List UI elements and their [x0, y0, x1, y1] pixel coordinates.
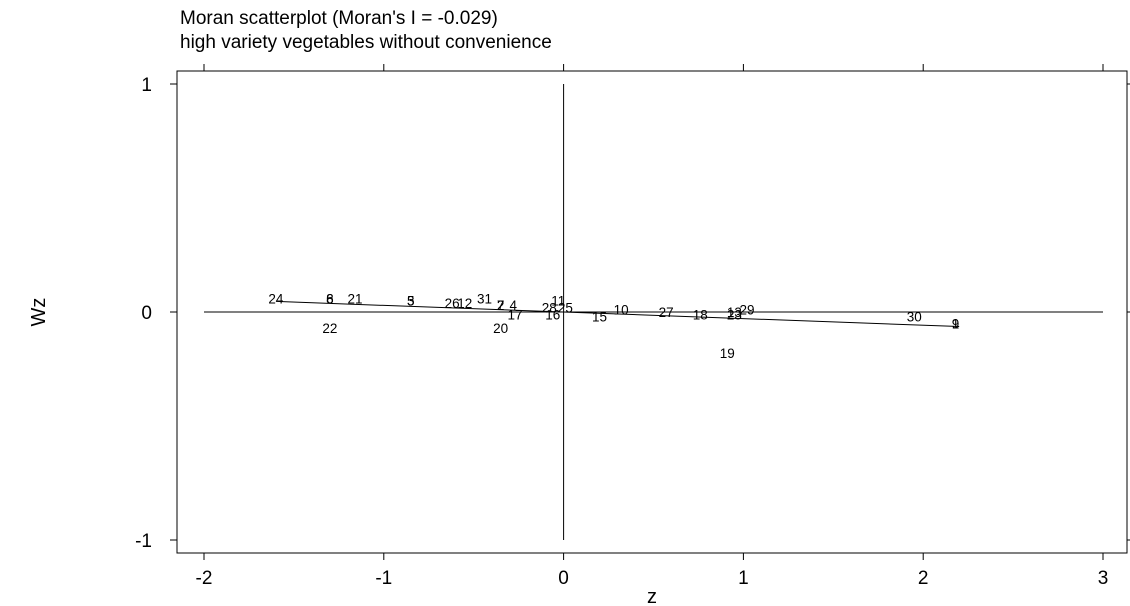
point-label: 9: [952, 316, 960, 331]
x-tick-label: 3: [1098, 568, 1109, 589]
point-label: 5: [407, 294, 415, 309]
point-label: 7: [497, 298, 505, 313]
x-tick-label: -2: [196, 568, 213, 589]
point-label: 6: [326, 291, 334, 306]
axis-ticks: -2 -1 0 1 2 3-101: [135, 64, 1130, 589]
point-label: 1: [952, 316, 960, 331]
point-label: 30: [907, 310, 922, 325]
x-tick-label: 1: [738, 568, 749, 589]
point-label: 26: [445, 296, 460, 311]
x-axis-label: z: [647, 586, 657, 606]
x-tick-label: 2: [918, 568, 929, 589]
point-label: 20: [493, 321, 508, 336]
point-label: 17: [508, 307, 523, 322]
point-label: 25: [558, 300, 573, 315]
point-label: 4: [509, 298, 517, 313]
point-label: 23: [727, 307, 742, 322]
point-label: 16: [545, 307, 560, 322]
chart-subtitle: high variety vegetables without convenie…: [180, 32, 552, 53]
point-label: 13: [727, 305, 742, 320]
point-label: 3: [407, 294, 415, 309]
regression-line: [275, 300, 960, 328]
chart-title: Moran scatterplot (Moran's I = -0.029): [180, 8, 498, 29]
point-label: 8: [326, 291, 334, 306]
regression-line-group: [275, 300, 960, 328]
point-label: 15: [592, 310, 607, 325]
point-label: 19: [720, 346, 735, 361]
point-label: 12: [457, 296, 472, 311]
point-label: 18: [693, 307, 708, 322]
point-label: 10: [614, 303, 629, 318]
y-axis-label: Wz: [28, 298, 50, 327]
point-label: 22: [322, 321, 337, 336]
reference-lines: [204, 84, 1103, 540]
point-label: 24: [268, 291, 284, 306]
y-tick-label: 0: [141, 303, 152, 324]
point-label: 28: [542, 300, 557, 315]
point-label: 29: [739, 303, 754, 318]
y-tick-label: -1: [135, 531, 152, 552]
point-label: 27: [659, 305, 674, 320]
x-tick-label: -1: [375, 568, 392, 589]
point-label: 21: [348, 291, 363, 306]
point-label: 31: [477, 291, 492, 306]
point-label: 2: [497, 298, 505, 313]
point-label: 11: [551, 294, 565, 309]
x-tick-label: 0: [558, 568, 569, 589]
y-tick-label: 1: [141, 75, 152, 96]
